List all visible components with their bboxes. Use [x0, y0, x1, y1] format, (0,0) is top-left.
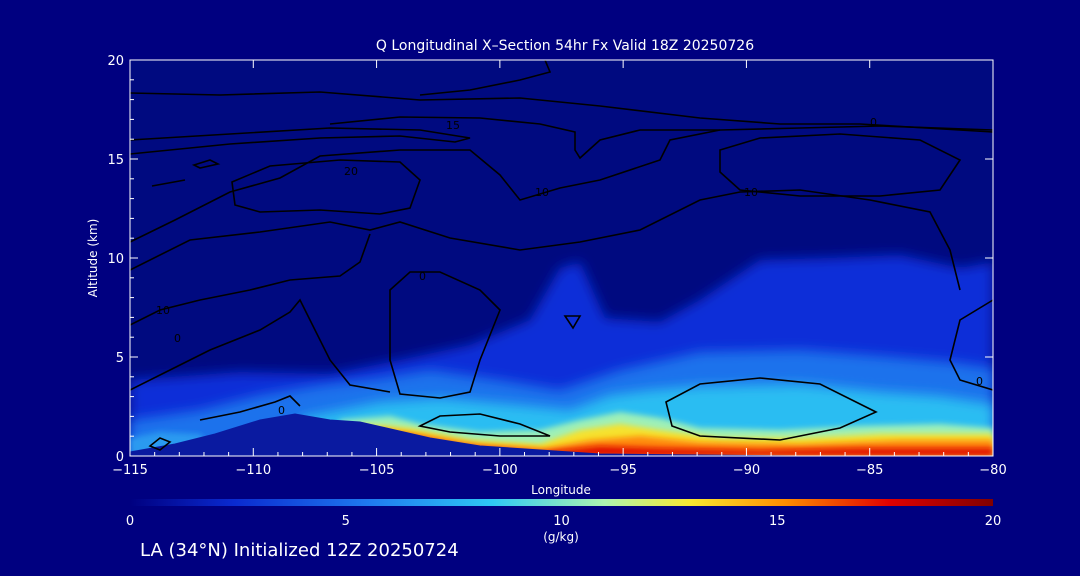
y-tick-label: 20 [107, 54, 124, 69]
contour-line [563, 315, 582, 330]
contour-line [719, 133, 962, 197]
contour-label: 0 [174, 332, 181, 345]
colorbar [130, 499, 993, 506]
contour-line [148, 437, 172, 451]
contour-line [949, 299, 993, 391]
contour-label: 15 [446, 119, 460, 132]
contour-line [417, 413, 551, 437]
x-tick-label: −90 [733, 463, 760, 478]
colorbar-tick-label: 20 [985, 514, 1002, 529]
x-axis: −115 −110 −105 −100 −95 −90 −85 −80 [112, 60, 1007, 478]
colorbar-tick-label: 15 [769, 514, 786, 529]
x-tick-label: −105 [359, 463, 395, 478]
contour-line [191, 159, 221, 169]
x-tick-label: −110 [235, 463, 271, 478]
contour-label: 20 [344, 165, 358, 178]
y-axis-label: Altitude (km) [86, 219, 100, 298]
initialization-caption: LA (34°N) Initialized 12Z 20250724 [140, 540, 459, 561]
contour-line [329, 116, 993, 160]
colorbar-ticks: 0 5 10 15 20 [126, 514, 1001, 529]
y-tick-label: 0 [116, 450, 124, 465]
contour-label: 0 [976, 375, 983, 388]
colorbar-tick-label: 10 [553, 514, 570, 529]
contour-labels: 15 20 10 10 10 0 0 0 0 0 [156, 116, 983, 417]
contour-line [231, 159, 421, 215]
contour-line [130, 189, 961, 291]
chart-title: Q Longitudinal X–Section 54hr Fx Valid 1… [376, 38, 754, 54]
y-tick-label: 5 [116, 351, 124, 366]
contour-line [130, 127, 471, 155]
contour-line [130, 233, 371, 326]
x-tick-label: −95 [609, 463, 636, 478]
contour-line [151, 179, 186, 187]
contour-line [130, 298, 391, 393]
contour-lines [130, 60, 993, 451]
contour-label: 0 [419, 270, 426, 283]
terrain [130, 413, 993, 456]
colorbar-label: (g/kg) [543, 530, 579, 544]
x-tick-label: −100 [482, 463, 518, 478]
colorbar-tick-label: 5 [342, 514, 350, 529]
contour-label: 10 [535, 186, 549, 199]
contour-line [389, 271, 501, 399]
contour-line [665, 377, 878, 441]
colorbar-tick-label: 0 [126, 514, 134, 529]
x-axis-label: Longitude [531, 483, 591, 497]
y-tick-label: 15 [107, 153, 124, 168]
contour-line [130, 129, 721, 243]
x-tick-label: −80 [979, 463, 1006, 478]
contour-label: 0 [278, 404, 285, 417]
x-tick-label: −115 [112, 463, 148, 478]
contour-line [199, 395, 301, 421]
contour-label: 0 [870, 116, 877, 129]
y-tick-label: 10 [107, 252, 124, 267]
contour-line [130, 91, 993, 133]
contour-label: 10 [156, 304, 170, 317]
contour-line [419, 60, 552, 96]
contour-label: 10 [744, 186, 758, 199]
x-tick-label: −85 [856, 463, 883, 478]
moisture-band-red [400, 434, 993, 456]
y-axis: 0 5 10 15 20 [107, 54, 993, 465]
